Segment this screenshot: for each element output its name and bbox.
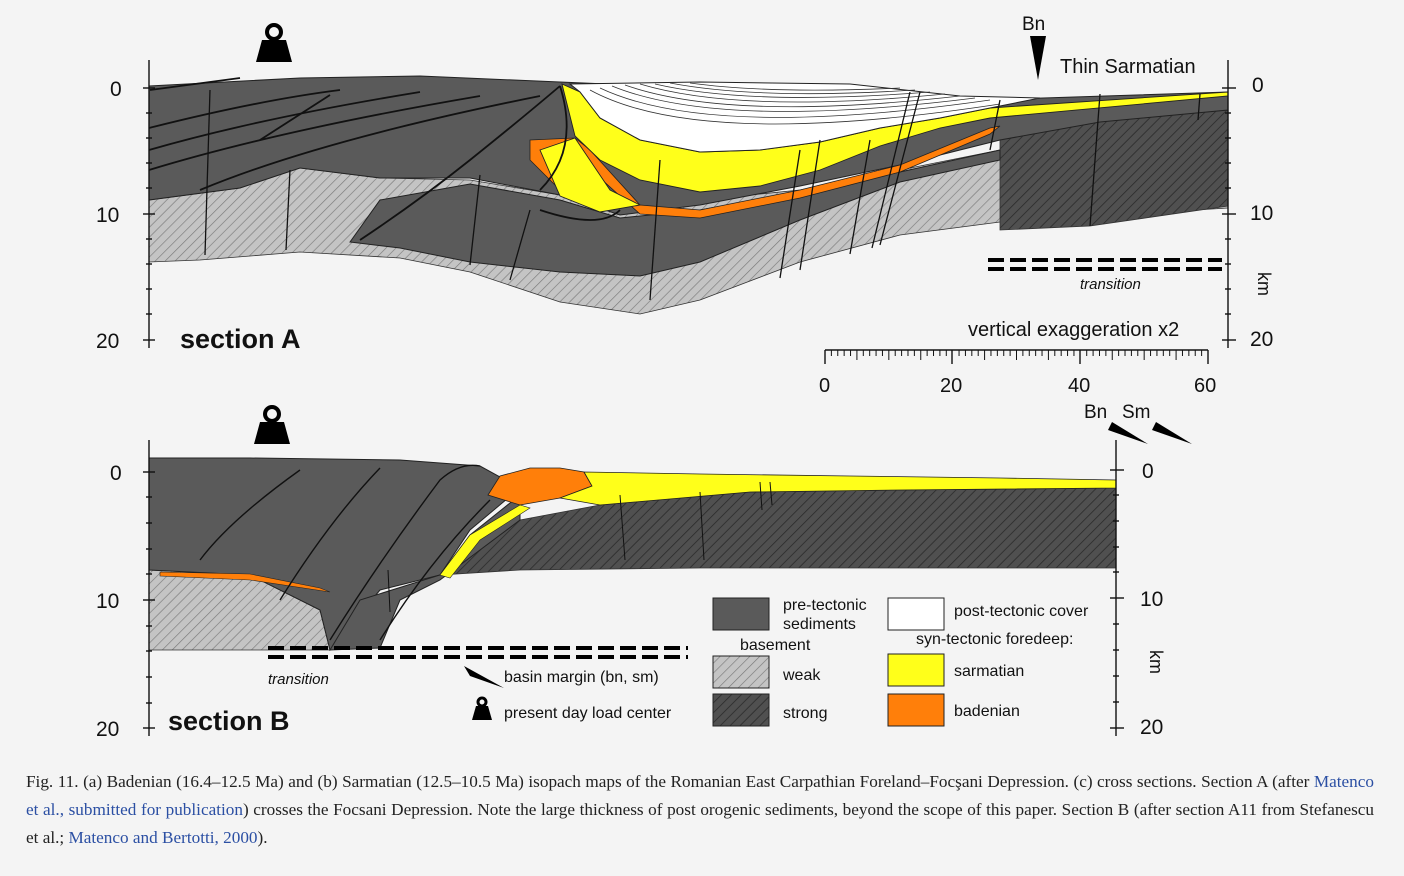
section-a-normal-faults xyxy=(204,89,1201,301)
section-b-load-icon xyxy=(254,405,290,444)
section-b-right-tick-0: 0 xyxy=(1142,460,1154,483)
section-b-left-axis xyxy=(143,440,155,736)
section-a-right-tick-0: 0 xyxy=(1252,74,1264,97)
section-a-depth-unit: km xyxy=(1254,272,1274,296)
section-a-bn-marker-icon xyxy=(1030,36,1046,80)
section-b-sarmatian-ramp xyxy=(439,504,531,579)
legend-post-tectonic-label: post-tectonic cover xyxy=(954,603,1089,620)
section-b-left-tick-10: 10 xyxy=(96,590,119,613)
legend-load-center-label: present day load center xyxy=(504,705,672,722)
section-a: 0 10 20 0 10 20 km Bn Thin Sarmatian sec… xyxy=(96,14,1274,397)
section-a-scale-tick-20: 20 xyxy=(940,375,962,397)
section-b-transition-dashes xyxy=(268,646,688,659)
section-a-left-tick-20: 20 xyxy=(96,330,119,353)
legend-badenian-label: badenian xyxy=(954,703,1020,720)
section-a-faults xyxy=(148,77,621,241)
caption-citation-2[interactable]: Matenco and Bertotti, 2000 xyxy=(68,828,258,847)
section-b: 0 10 20 0 10 20 km Bn Sm section B xyxy=(96,402,1192,741)
legend-pre-tectonic-label: pre-tectonic sediments xyxy=(783,597,871,633)
legend-badenian-swatch xyxy=(887,693,945,727)
section-b-right-tick-20: 20 xyxy=(1140,716,1163,739)
section-a-sarmatian-wedge xyxy=(539,137,642,213)
section-a-left-axis xyxy=(143,60,155,348)
section-a-transition-dashes xyxy=(988,258,1222,271)
legend-weak-swatch xyxy=(712,655,770,689)
section-a-transition-label: transition xyxy=(1080,276,1141,293)
caption-citation-1[interactable]: Matenco et al., submitted for publicatio… xyxy=(26,772,1374,819)
section-b-sarmatian xyxy=(558,471,1117,506)
section-a-title: section A xyxy=(180,324,301,354)
legend-basin-margin-icon xyxy=(464,666,504,688)
caption-text-3: ). xyxy=(257,828,268,847)
section-b-bn-label: Bn xyxy=(1084,402,1107,423)
section-b-depth-unit: km xyxy=(1146,650,1166,674)
section-b-sm-marker-icon xyxy=(1152,422,1192,444)
section-a-scale-tick-0: 0 xyxy=(819,375,830,397)
section-a-scale-tick-40: 40 xyxy=(1068,375,1090,397)
section-a-right-axis xyxy=(1222,60,1236,348)
section-b-sm-label: Sm xyxy=(1122,402,1151,423)
section-a-load-icon xyxy=(256,23,292,62)
caption-text-1: Fig. 11. (a) Badenian (16.4–12.5 Ma) and… xyxy=(26,772,1314,791)
section-b-title: section B xyxy=(168,706,290,736)
section-a-scale-tick-60: 60 xyxy=(1194,375,1216,397)
legend-syn-tectonic-heading: syn-tectonic foredeep: xyxy=(916,631,1073,648)
section-a-scale-minor-ticks xyxy=(830,350,1203,360)
caption-text-2: ) crosses the Focsani Depression. Note t… xyxy=(26,800,1374,847)
section-a-left-tick-0: 0 xyxy=(110,78,122,101)
section-b-transition-label: transition xyxy=(268,671,329,688)
section-b-left-tick-20: 20 xyxy=(96,718,119,741)
legend-strong-swatch xyxy=(712,693,770,727)
legend: basin margin (bn, sm) present day load c… xyxy=(464,597,1089,727)
legend-strong-label: strong xyxy=(783,705,827,722)
section-b-right-tick-10: 10 xyxy=(1140,588,1163,611)
section-a-left-tick-10: 10 xyxy=(96,204,119,227)
section-b-minor-faults xyxy=(387,481,773,613)
section-b-left-tick-0: 0 xyxy=(110,462,122,485)
legend-post-tectonic-swatch xyxy=(887,597,945,631)
section-b-badenian-strip xyxy=(159,571,331,593)
section-b-thrusts xyxy=(199,464,491,641)
section-a-bn-label: Bn xyxy=(1022,14,1045,35)
section-a-right-tick-10: 10 xyxy=(1250,202,1273,225)
section-a-thin-sarmatian-label: Thin Sarmatian xyxy=(1060,56,1196,78)
section-b-bn-marker-icon xyxy=(1108,422,1148,444)
section-b-right-axis xyxy=(1110,440,1124,736)
legend-sarmatian-swatch xyxy=(887,653,945,687)
legend-load-center-icon xyxy=(472,696,492,720)
section-a-right-tick-20: 20 xyxy=(1250,328,1273,351)
legend-basement-heading: basement xyxy=(740,637,811,654)
section-a-post-tectonic-layers xyxy=(589,82,1001,125)
section-a-exaggeration-label: vertical exaggeration x2 xyxy=(968,319,1179,341)
legend-weak-label: weak xyxy=(782,667,821,684)
legend-pre-tectonic-swatch xyxy=(712,597,770,631)
figure-caption: Fig. 11. (a) Badenian (16.4–12.5 Ma) and… xyxy=(26,768,1374,852)
legend-sarmatian-label: sarmatian xyxy=(954,663,1024,680)
legend-basin-margin-label: basin margin (bn, sm) xyxy=(504,669,659,686)
